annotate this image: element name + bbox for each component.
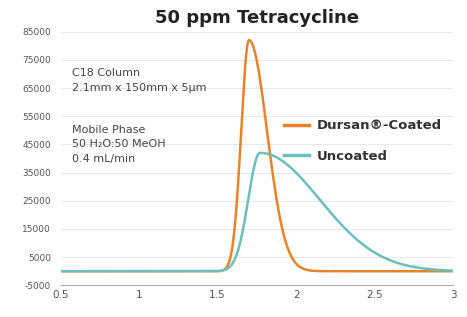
Text: C18 Column
2.1mm x 150mm x 5μm: C18 Column 2.1mm x 150mm x 5μm: [72, 68, 206, 93]
Title: 50 ppm Tetracycline: 50 ppm Tetracycline: [155, 10, 359, 27]
Text: Mobile Phase
50 H₂O:50 MeOH
0.4 mL/min: Mobile Phase 50 H₂O:50 MeOH 0.4 mL/min: [72, 125, 165, 164]
Legend: Dursan®-Coated, Uncoated: Dursan®-Coated, Uncoated: [279, 114, 447, 167]
